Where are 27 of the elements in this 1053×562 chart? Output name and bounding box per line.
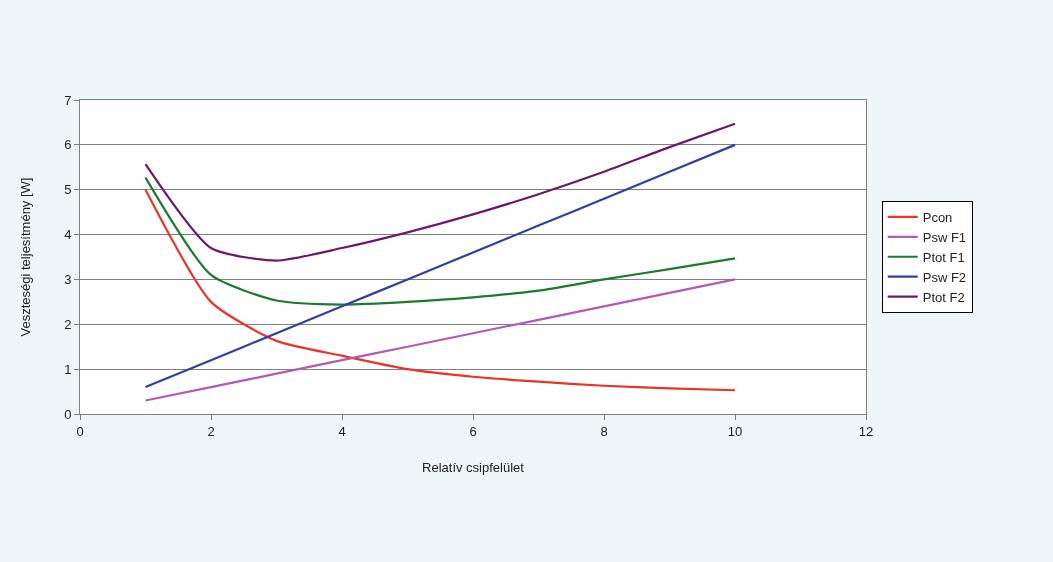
x-tick-label: 6: [469, 423, 477, 439]
line-series: [144, 278, 737, 402]
x-tick-label: 2: [207, 423, 215, 439]
y-tick-label: 2: [64, 316, 72, 332]
legend-label: Psw F2: [922, 269, 967, 285]
line-series: [144, 143, 737, 389]
x-axis-title: Relatív csipfelület: [422, 460, 525, 476]
y-tick-label: 0: [64, 406, 72, 422]
legend-label: Ptot F1: [922, 249, 965, 265]
legend-label: Psw F1: [922, 229, 967, 245]
y-tick-label: 1: [64, 361, 72, 377]
line-series: [144, 188, 737, 392]
x-tick-label: 10: [727, 423, 743, 439]
x-tick-label: 12: [858, 423, 874, 439]
x-tick-label: 0: [76, 423, 84, 439]
line-series: [144, 122, 737, 262]
y-tick-label: 4: [64, 227, 72, 243]
legend-label: Ptot F2: [922, 289, 965, 305]
x-tick-label: 4: [338, 423, 346, 439]
y-tick-label: 5: [64, 182, 72, 198]
line-series: [144, 176, 737, 306]
y-tick-label: 3: [64, 271, 72, 287]
y-tick-label: 6: [64, 137, 72, 153]
y-axis-title: Veszteségi teljesítmény [W]: [18, 177, 34, 337]
legend-label: Pcon: [922, 210, 953, 226]
y-tick-label: 7: [64, 92, 72, 108]
x-tick-label: 8: [600, 423, 608, 439]
